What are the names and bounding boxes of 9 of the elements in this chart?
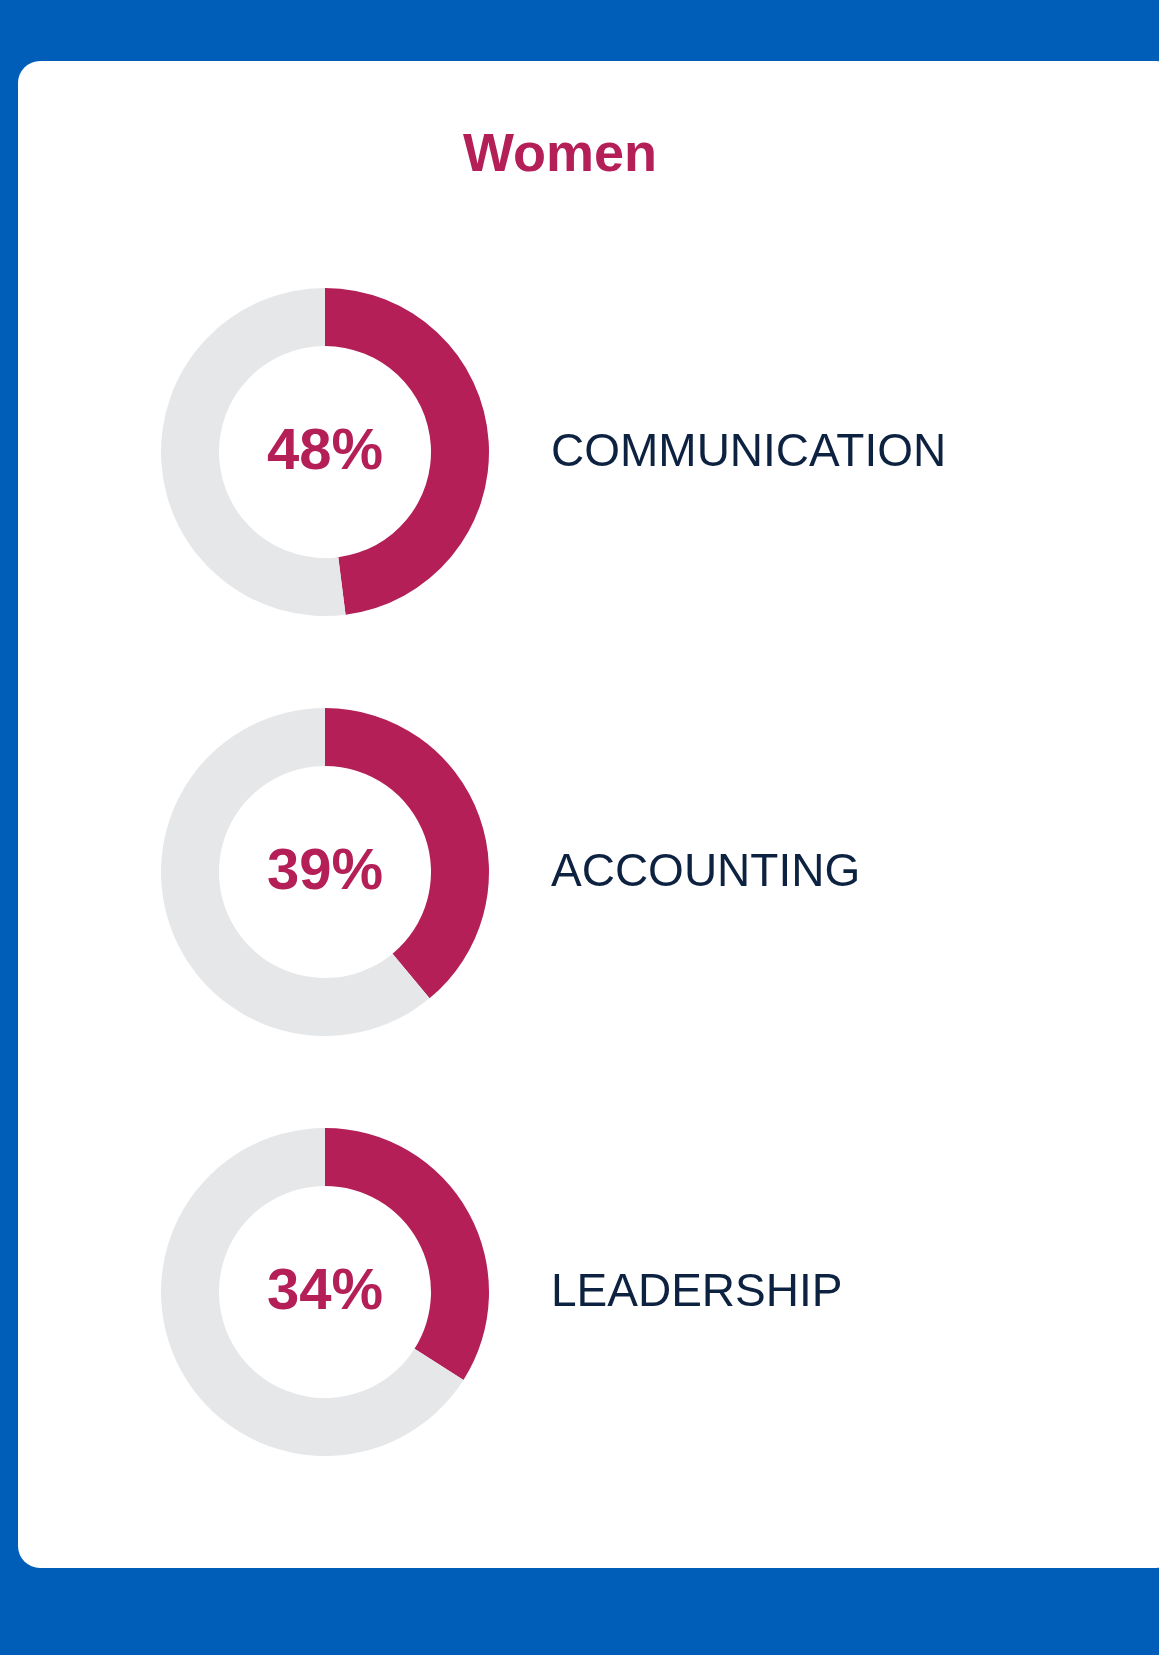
data-label: 39% <box>266 836 384 901</box>
slice-label: COMMUNICATION <box>551 424 947 476</box>
slice-label: ACCOUNTING <box>551 844 861 896</box>
slice-label: LEADERSHIP <box>551 1264 843 1316</box>
data-label: 34% <box>266 1256 384 1321</box>
chart-title: Women <box>462 121 658 183</box>
donut-slice <box>161 1128 464 1456</box>
data-label: 48% <box>266 416 384 481</box>
donut-slice <box>161 708 430 1036</box>
